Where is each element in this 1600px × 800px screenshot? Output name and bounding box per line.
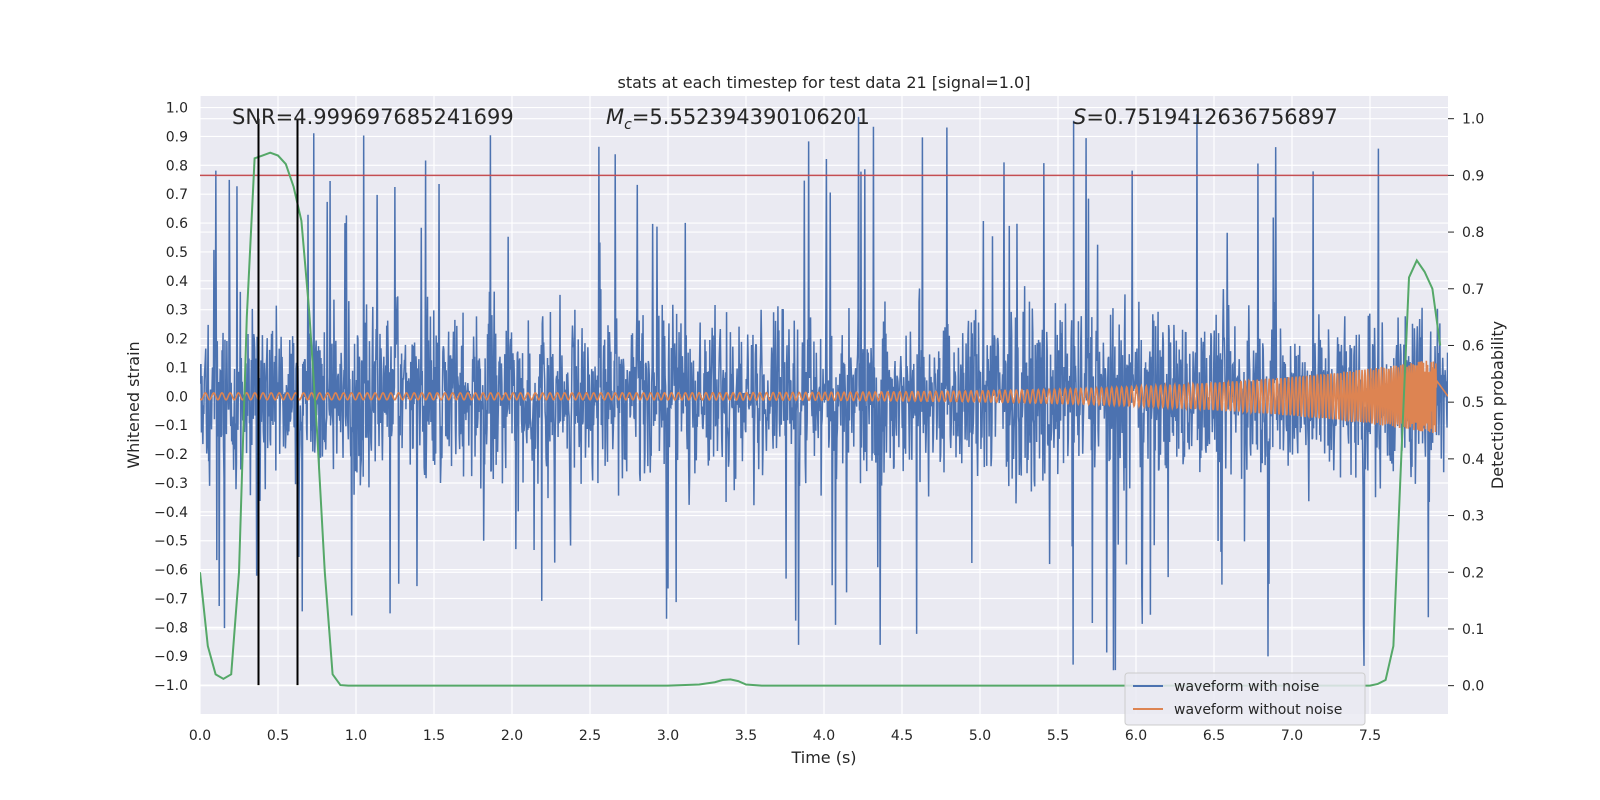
y-right-axis-ticks: 1.0 0.9 0.8 0.7 0.6 0.5 0.4 0.3 0.2 0.1 0.0 — [1448, 112, 1484, 695]
y-tick-label: −0.9 — [154, 649, 188, 665]
x-tick-label: 6.5 — [1203, 728, 1225, 744]
x-tick-label: 2.5 — [579, 728, 601, 744]
y-tick-label: 1.0 — [166, 101, 188, 117]
x-tick-label: 0.0 — [189, 728, 211, 744]
legend-label-noise: waveform with noise — [1174, 679, 1319, 695]
x-tick-label: 4.0 — [813, 728, 835, 744]
y-tick-label: −0.6 — [154, 563, 188, 579]
x-tick-label: 3.0 — [657, 728, 679, 744]
x-axis-label: Time (s) — [790, 748, 856, 767]
x-tick-label: 7.0 — [1281, 728, 1303, 744]
y-tick-label: −0.1 — [154, 418, 188, 434]
s-symbol: S — [1073, 105, 1086, 129]
legend-label-clean: waveform without noise — [1174, 702, 1342, 718]
y-right-tick-label: 0.0 — [1462, 679, 1484, 695]
s-value: =0.7519412636756897 — [1086, 105, 1337, 129]
y-right-tick-label: 0.3 — [1462, 509, 1484, 525]
mc-subscript: c — [624, 117, 632, 133]
x-tick-label: 1.0 — [345, 728, 367, 744]
y-tick-label: −0.3 — [154, 476, 188, 492]
y-tick-label: 0.3 — [166, 303, 188, 319]
x-tick-label: 7.5 — [1359, 728, 1381, 744]
y-tick-label: 0.1 — [166, 360, 188, 376]
y-right-tick-label: 0.6 — [1462, 338, 1484, 354]
y-axis-ticks: 1.0 0.9 0.8 0.7 0.6 0.5 0.4 0.3 0.2 0.1 0.0 −0.1 −0.… — [154, 101, 188, 695]
x-tick-label: 0.5 — [267, 728, 289, 744]
x-tick-label: 6.0 — [1125, 728, 1147, 744]
y-tick-label: 0.5 — [166, 245, 188, 261]
legend-box — [1124, 672, 1366, 726]
mc-value: =5.552394390106201 — [632, 105, 870, 129]
y-right-axis-label: Detection probability — [1488, 321, 1507, 489]
y-right-tick-label: 0.7 — [1462, 282, 1484, 298]
x-tick-label: 1.5 — [423, 728, 445, 744]
y-right-tick-label: 0.1 — [1462, 622, 1484, 638]
y-axis-label: Whitened strain — [124, 341, 143, 468]
y-tick-label: 0.4 — [166, 274, 188, 290]
y-tick-label: 0.9 — [166, 129, 188, 145]
y-right-tick-label: 0.4 — [1462, 452, 1484, 468]
y-tick-label: 0.7 — [166, 187, 188, 203]
snr-annotation: SNR=4.999697685241699 — [232, 105, 514, 129]
y-tick-label: 0.0 — [166, 389, 188, 405]
y-right-tick-label: 0.8 — [1462, 225, 1484, 241]
y-tick-label: −0.8 — [154, 620, 188, 636]
y-tick-label: −0.4 — [154, 505, 188, 521]
y-tick-label: 0.8 — [166, 158, 188, 174]
legend: waveform with noise waveform without noi… — [1124, 672, 1366, 726]
y-right-tick-label: 0.5 — [1462, 395, 1484, 411]
y-right-tick-label: 0.9 — [1462, 168, 1484, 184]
x-tick-label: 4.5 — [891, 728, 913, 744]
s-annotation: S=0.7519412636756897 — [1073, 105, 1338, 129]
y-tick-label: −1.0 — [154, 678, 188, 694]
y-tick-label: −0.7 — [154, 591, 188, 607]
y-right-tick-label: 1.0 — [1462, 112, 1484, 128]
x-tick-label: 3.5 — [735, 728, 757, 744]
chart-title: stats at each timestep for test data 21 … — [618, 73, 1031, 92]
y-right-tick-label: 0.2 — [1462, 565, 1484, 581]
mc-symbol: M — [606, 105, 624, 129]
chirp-mass-annotation: Mc=5.552394390106201 — [606, 105, 870, 133]
series-waveform-without-noise — [200, 360, 1448, 433]
series-waveform-with-noise — [200, 114, 1448, 671]
x-tick-label: 5.0 — [969, 728, 991, 744]
series-layer — [200, 114, 1448, 687]
y-tick-label: −0.5 — [154, 534, 188, 550]
y-tick-label: 0.2 — [166, 332, 188, 348]
y-tick-label: 0.6 — [166, 216, 188, 232]
x-axis-ticks: 0.0 0.5 1.0 1.5 2.0 2.5 3.0 3.5 4.0 4.5 5.0 5.5 6.0 6… — [189, 728, 1381, 744]
y-tick-label: −0.2 — [154, 447, 188, 463]
x-tick-label: 2.0 — [501, 728, 523, 744]
x-tick-label: 5.5 — [1047, 728, 1069, 744]
